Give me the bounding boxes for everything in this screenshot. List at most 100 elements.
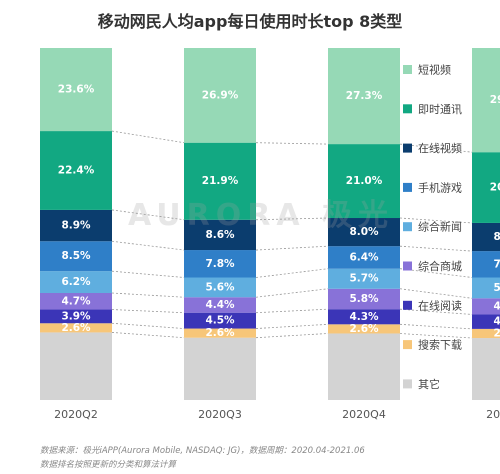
bar-series-3-2020Q2 [40, 292, 112, 310]
category-label: 2020Q4 [342, 408, 386, 421]
connector-line [399, 333, 473, 339]
segment-labels: 2.6%3.9%4.7%6.2%8.5%8.9%22.4%23.6%2.6%4.… [58, 84, 500, 340]
bar-series-4-2020Q2 [40, 271, 112, 293]
legend-label: 综合商城 [418, 259, 462, 273]
bar-series-8-2020Q4 [328, 48, 400, 145]
bar-series-0-2020Q2 [40, 332, 112, 400]
legend-label: 搜索下载 [418, 338, 462, 352]
connector-line [255, 308, 329, 314]
bar-series-1-2020Q4 [328, 324, 400, 334]
bar-series-6-2020Q3 [184, 219, 256, 251]
data-label: 2.6% [205, 327, 235, 339]
legend-label: 手机游戏 [418, 180, 462, 194]
bar-series-6-2021Q1 [472, 222, 500, 252]
data-label: 8.6% [205, 229, 235, 241]
legend-label: 即时通讯 [418, 103, 462, 116]
bar-series-2-2021Q1 [472, 314, 500, 329]
data-label: 2.6% [349, 323, 379, 335]
bar-series-4-2021Q1 [472, 277, 500, 299]
bar-series-6-2020Q2 [40, 209, 112, 242]
data-label: 6.4% [349, 251, 379, 263]
data-label: 2.6% [61, 322, 91, 334]
data-label: 4.4% [205, 299, 235, 311]
bar-series-1-2020Q3 [184, 328, 256, 338]
bar-series-5-2020Q4 [328, 246, 400, 269]
data-label: 23.6% [58, 84, 95, 96]
bar-series-2-2020Q4 [328, 309, 400, 325]
connector-line [111, 322, 185, 329]
bar-series-4-2020Q4 [328, 268, 400, 289]
data-label: 4.6% [493, 300, 500, 312]
data-label: 27.3% [346, 90, 383, 102]
bar-series-3-2020Q4 [328, 288, 400, 310]
bar-series-5-2020Q2 [40, 241, 112, 272]
bar-series-6-2020Q4 [328, 218, 400, 247]
data-label: 8.5% [61, 250, 91, 262]
data-label: 5.9% [493, 282, 500, 294]
bar-series-4-2020Q3 [184, 277, 256, 298]
connector-line [255, 333, 329, 339]
data-label: 2.6% [493, 327, 500, 339]
legend-swatch [403, 222, 412, 232]
bar-series-2-2020Q3 [184, 312, 256, 329]
bar-series-8-2020Q3 [184, 48, 256, 143]
data-label: 7.8% [205, 258, 235, 270]
data-label: 6.2% [61, 276, 91, 288]
connector-line [255, 323, 329, 329]
connector-line [255, 142, 329, 145]
bar-series-1-2021Q1 [472, 328, 500, 339]
bar-series-8-2020Q2 [40, 48, 112, 132]
data-label: 20.1% [490, 182, 500, 194]
data-label: 29.6% [490, 94, 500, 106]
bar-series-0-2020Q3 [184, 337, 256, 400]
connector-line [399, 288, 473, 299]
data-label: 4.1% [493, 316, 500, 328]
data-label: 5.6% [205, 281, 235, 293]
data-label: 3.9% [61, 310, 91, 322]
data-label: 8.9% [61, 220, 91, 232]
data-label: 8.0% [349, 226, 379, 238]
data-label: 5.8% [349, 293, 379, 305]
bar-series-3-2021Q1 [472, 298, 500, 315]
category-label: 2020Q3 [198, 408, 242, 421]
bar-series-0-2020Q4 [328, 333, 400, 400]
data-label: 21.9% [202, 175, 239, 187]
legend-label: 其它 [418, 377, 440, 391]
legend-swatch [403, 104, 412, 114]
legend-label: 综合新闻 [418, 220, 462, 234]
bar-series-8-2021Q1 [472, 48, 500, 153]
bar-segments [40, 48, 500, 400]
data-label: 5.7% [349, 273, 379, 285]
connector-line [111, 292, 185, 298]
bar-series-7-2020Q2 [40, 131, 112, 210]
bar-series-1-2020Q2 [40, 323, 112, 333]
legend-swatch [403, 182, 412, 192]
watermark-text: AURORA 极光 [128, 198, 395, 233]
category-labels: 2020Q22020Q32020Q42021Q12021Q2 [54, 408, 500, 421]
data-label: 4.3% [349, 311, 379, 323]
legend-swatch [403, 143, 412, 153]
data-label: 8.0% [493, 231, 500, 243]
data-label: 21.0% [346, 175, 383, 187]
data-label: 4.5% [205, 315, 235, 327]
data-label: 4.7% [61, 295, 91, 307]
legend-swatch [403, 300, 412, 310]
bar-series-5-2021Q1 [472, 251, 500, 278]
connector-line [111, 130, 185, 144]
connector-line [255, 268, 329, 278]
connector-line [111, 309, 185, 314]
bar-series-7-2021Q1 [472, 152, 500, 223]
legend-swatch [403, 65, 412, 74]
legend-label: 在线视频 [418, 141, 462, 155]
legend-swatch [403, 340, 412, 350]
connector-line [111, 209, 185, 221]
bar-series-7-2020Q3 [184, 142, 256, 220]
data-label: 22.4% [58, 164, 95, 176]
legend-label: 在线阅读 [418, 298, 462, 312]
category-label: 2021Q1 [486, 408, 500, 421]
legend-swatch [403, 261, 412, 271]
connector-line [399, 308, 473, 315]
connector-line [399, 217, 473, 224]
connector-line [399, 323, 473, 330]
